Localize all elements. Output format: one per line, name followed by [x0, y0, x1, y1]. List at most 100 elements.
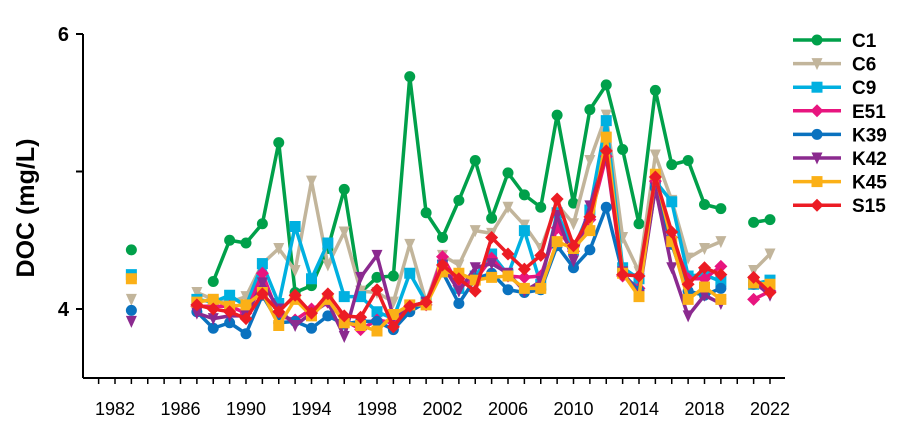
marker-circle: [535, 201, 547, 213]
marker-diamond: [436, 258, 449, 272]
x-tick-label: 1986: [160, 399, 200, 419]
legend-item-C1: C1: [793, 31, 877, 52]
marker-triangle-down: [355, 271, 367, 284]
marker-diamond: [386, 320, 400, 334]
marker-circle: [240, 237, 252, 249]
marker-circle: [715, 203, 727, 215]
marker-triangle-down: [568, 255, 579, 268]
marker-circle: [568, 262, 579, 274]
marker-diamond: [321, 287, 335, 301]
marker-diamond: [632, 269, 646, 283]
marker-circle: [240, 328, 252, 340]
marker-diamond: [681, 277, 695, 291]
marker-diamond: [517, 262, 531, 276]
marker-triangle-down: [306, 175, 317, 188]
marker-diamond: [468, 284, 482, 298]
marker-square: [535, 282, 547, 294]
x-tick-label: 1994: [291, 399, 331, 419]
marker-square: [551, 236, 563, 248]
marker-diamond: [648, 170, 662, 184]
marker-diamond: [419, 295, 433, 309]
marker-diamond: [272, 305, 286, 319]
marker-triangle-down: [715, 236, 727, 249]
marker-square: [666, 236, 678, 248]
marker-square: [338, 317, 350, 329]
x-tick-label: 2014: [619, 399, 659, 419]
marker-square: [518, 225, 530, 237]
marker-triangle-down: [240, 291, 252, 304]
marker-square: [811, 176, 823, 188]
marker-circle: [207, 276, 219, 287]
legend-item-K42: K42: [793, 149, 887, 170]
marker-diamond: [567, 239, 580, 253]
marker-square: [633, 291, 645, 303]
marker-diamond: [305, 306, 318, 320]
marker-circle: [256, 218, 268, 230]
marker-triangle-down: [453, 259, 465, 272]
marker-circle: [453, 194, 465, 206]
marker-circle: [387, 270, 399, 282]
marker-square: [289, 221, 301, 232]
axes: 4 6 1982 1986 1990 1994 1998 2002 2006 2010 2014 20…: [58, 24, 790, 419]
marker-diamond: [255, 287, 269, 301]
marker-circle: [207, 322, 219, 334]
marker-diamond: [223, 305, 237, 319]
marker-diamond: [747, 292, 761, 306]
legend-label: C6: [852, 55, 876, 76]
series-K42: [125, 149, 776, 343]
marker-circle: [764, 214, 776, 226]
marker-square: [666, 196, 678, 208]
marker-square: [322, 237, 334, 249]
marker-diamond: [354, 310, 368, 324]
legend-label: K45: [852, 173, 887, 194]
marker-triangle-down: [289, 265, 301, 277]
marker-triangle-down: [207, 313, 219, 326]
marker-triangle-down: [256, 277, 268, 290]
marker-diamond: [206, 302, 220, 316]
marker-square: [469, 274, 481, 286]
marker-diamond: [517, 270, 531, 284]
marker-circle: [699, 199, 710, 210]
marker-diamond: [714, 268, 728, 282]
marker-triangle-down: [289, 320, 301, 332]
marker-diamond: [337, 309, 351, 323]
marker-diamond: [810, 104, 824, 118]
marker-square: [240, 299, 252, 311]
marker-square: [355, 320, 367, 331]
marker-square: [125, 273, 137, 285]
marker-square: [207, 293, 219, 305]
marker-diamond: [370, 283, 384, 297]
y-tick-label: 6: [58, 24, 69, 46]
marker-triangle-down: [125, 315, 137, 328]
marker-triangle-down: [486, 258, 498, 271]
x-tick-label: 1990: [226, 399, 266, 419]
marker-diamond: [599, 144, 613, 158]
legend-label: E51: [852, 102, 886, 123]
marker-triangle-down: [666, 262, 678, 275]
marker-circle: [125, 304, 137, 316]
marker-circle: [306, 322, 317, 334]
marker-circle: [469, 155, 481, 166]
marker-square: [600, 115, 612, 127]
x-tick-label: 2010: [553, 399, 593, 419]
marker-circle: [224, 234, 236, 246]
marker-circle: [502, 284, 514, 296]
marker-circle: [633, 218, 645, 230]
marker-square: [764, 278, 776, 290]
marker-circle: [437, 232, 448, 243]
marker-square: [502, 270, 514, 282]
y-tick-label: 4: [58, 299, 70, 321]
legend-item-K45: K45: [793, 173, 887, 194]
marker-circle: [715, 282, 727, 294]
marker-square: [715, 293, 727, 305]
marker-circle: [551, 109, 563, 121]
x-tick-label: 1998: [357, 399, 397, 419]
y-axis-label: DOC (mg/L): [12, 139, 40, 278]
marker-circle: [371, 271, 383, 283]
marker-circle: [584, 104, 596, 116]
marker-triangle-down: [191, 287, 203, 299]
marker-circle: [600, 201, 612, 213]
legend-label: C9: [852, 78, 876, 99]
